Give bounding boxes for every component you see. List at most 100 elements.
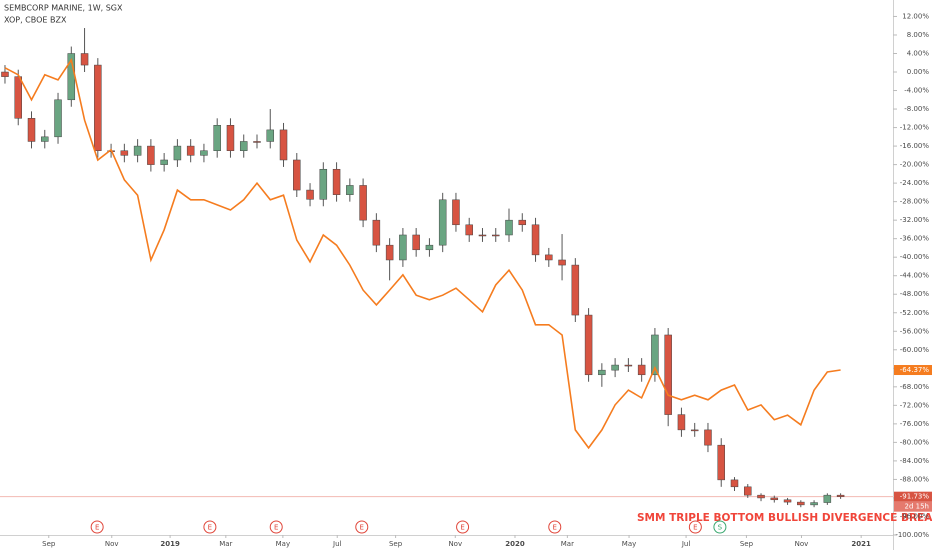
candle-body (399, 234, 407, 261)
candle-body (346, 185, 354, 195)
chart-subtitle: XOP, CBOE BZX (4, 16, 67, 25)
candle-body (545, 254, 553, 261)
candle-body (478, 234, 487, 237)
event-marker (713, 520, 727, 534)
candle-body (425, 244, 434, 251)
x-tick-label: May (622, 540, 636, 548)
candle-body (717, 444, 725, 481)
x-tick-label: 2021 (851, 540, 871, 548)
y-tick-label: -36.00% (900, 235, 930, 243)
candle-body (200, 150, 208, 156)
candle-body (173, 145, 182, 161)
candle-body (704, 429, 712, 446)
annotation: SMM TRIPLE BOTTOM BULLISH DIVERGENCE BRE… (637, 512, 932, 524)
x-tick-label: Nov (795, 540, 809, 548)
plot-area (0, 28, 893, 508)
y-tick-label: -76.00% (900, 420, 930, 428)
candle-body (41, 136, 49, 142)
event-label: E (553, 524, 557, 532)
y-tick-label: -72.00% (900, 401, 930, 409)
x-tick-label: Mar (219, 540, 232, 548)
candle-body (372, 219, 381, 246)
candle-body (664, 334, 672, 415)
candle-body (332, 168, 341, 195)
event-label: E (208, 524, 212, 532)
x-tick-label: Sep (389, 540, 403, 548)
last-value-badge (894, 365, 932, 376)
y-tick-label: -28.00% (900, 198, 930, 206)
candle-body (637, 364, 646, 376)
y-tick-label: -20.00% (900, 161, 930, 169)
candle-body (279, 129, 288, 161)
y-tick-label: -16.00% (900, 142, 930, 150)
chart-title: SEMBCORP MARINE, 1W, SGX (4, 4, 123, 13)
event-marker (203, 520, 217, 534)
candle-body (491, 234, 500, 237)
candle-body (186, 145, 195, 156)
candle-body (385, 244, 394, 261)
candle-body (226, 125, 235, 151)
y-tick-label: -44.00% (900, 272, 930, 280)
y-tick-label: 0.00% (907, 68, 930, 76)
candle-body (293, 159, 301, 191)
y-tick-label: 4.00% (907, 49, 930, 57)
candle-body (80, 53, 89, 66)
last-price-label: -91.73% (900, 493, 930, 501)
candle-body (823, 494, 832, 503)
x-tick-label: Nov (448, 540, 462, 548)
y-tick-label: -48.00% (900, 290, 930, 298)
y-tick-label: -40.00% (900, 253, 930, 261)
candle-body (677, 414, 686, 431)
candle-body (465, 224, 473, 236)
event-label: E (95, 524, 99, 532)
x-tick-label: Mar (561, 540, 574, 548)
candle-body (690, 429, 699, 432)
candle-body (412, 234, 420, 251)
y-tick-label: -88.00% (900, 475, 930, 483)
candle-body (518, 219, 527, 226)
candle-body (531, 224, 540, 256)
candle-body (558, 259, 566, 266)
candle-body (266, 129, 275, 142)
x-tick-label: Nov (105, 540, 119, 548)
y-tick-label: -52.00% (900, 309, 930, 317)
candle-body (133, 145, 142, 156)
event-label: E (360, 524, 364, 532)
countdown-badge (894, 501, 932, 512)
event-marker (456, 520, 470, 534)
candle-body (783, 499, 792, 503)
y-tick-label: -80.00% (900, 438, 930, 446)
candle-body (319, 168, 328, 200)
y-tick-label: -60.00% (900, 346, 930, 354)
candle-body (438, 199, 447, 246)
line-series (4, 57, 841, 450)
x-tick-label: Sep (42, 540, 56, 548)
y-tick-label: -56.00% (900, 327, 930, 335)
candle-body (27, 118, 36, 142)
x-tick-label: May (276, 540, 290, 548)
candle-body (160, 159, 168, 165)
event-label: E (274, 524, 278, 532)
y-tick-label: 8.00% (907, 31, 930, 39)
x-tick-label: Jul (681, 540, 691, 548)
candle-body (744, 486, 752, 496)
candle-body (836, 494, 845, 497)
candle-body (651, 334, 659, 376)
y-tick-label: -84.00% (900, 457, 930, 465)
candle-body (359, 185, 367, 221)
y-tick-label: -24.00% (900, 179, 930, 187)
event-marker (90, 520, 104, 534)
candle-body (94, 64, 102, 151)
event-marker (688, 520, 702, 534)
candle-body (120, 150, 129, 156)
candle-body (770, 497, 779, 501)
x-tick-label: 2020 (505, 540, 525, 548)
y-tick-label: -12.00% (900, 124, 930, 132)
candle-body (147, 145, 155, 165)
x-tick-label: Jul (332, 540, 342, 548)
candle-body (797, 501, 805, 506)
candle-body (253, 141, 261, 143)
event-label: S (718, 524, 723, 532)
